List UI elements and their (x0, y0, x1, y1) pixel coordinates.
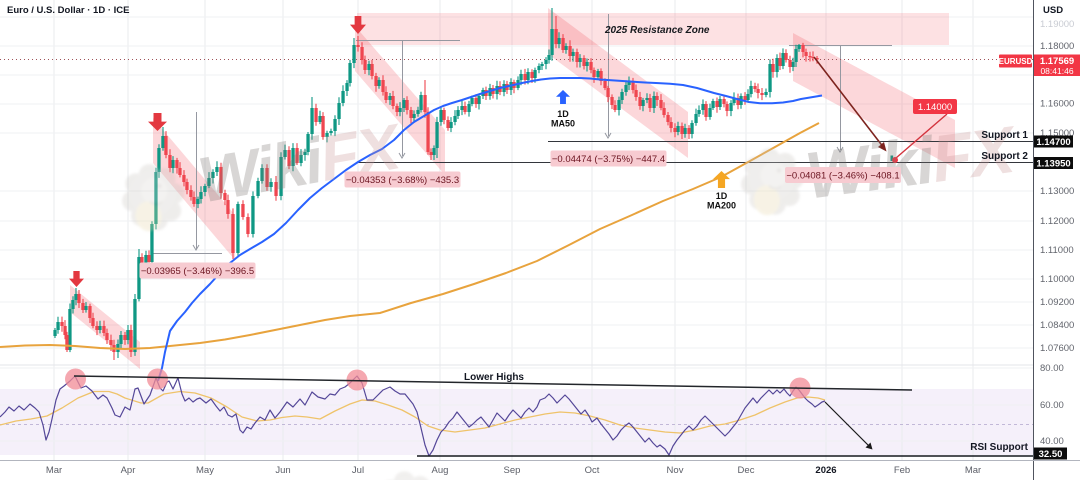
svg-text:1.09200: 1.09200 (1040, 297, 1074, 308)
svg-text:Oct: Oct (585, 465, 600, 476)
svg-text:1.08400: 1.08400 (1040, 320, 1074, 331)
svg-text:Mar: Mar (46, 465, 62, 476)
svg-text:USD: USD (1043, 5, 1063, 16)
svg-text:1D: 1D (557, 109, 569, 119)
svg-text:−0.03965 (−3.46%) −396.5: −0.03965 (−3.46%) −396.5 (141, 266, 254, 277)
svg-text:Jul: Jul (352, 465, 364, 476)
svg-text:Feb: Feb (894, 465, 910, 476)
svg-text:1.15000: 1.15000 (1040, 128, 1074, 139)
svg-text:1D: 1D (716, 191, 728, 201)
svg-text:Aug: Aug (432, 465, 449, 476)
svg-text:May: May (196, 465, 214, 476)
svg-text:Nov: Nov (667, 465, 684, 476)
svg-text:32.50: 32.50 (1039, 449, 1063, 460)
svg-text:Apr: Apr (121, 465, 136, 476)
svg-text:−0.04474 (−3.75%) −447.4: −0.04474 (−3.75%) −447.4 (552, 154, 665, 165)
svg-text:2025 Resistance Zone: 2025 Resistance Zone (604, 25, 710, 36)
svg-text:1.14000: 1.14000 (918, 102, 952, 113)
svg-text:1.16000: 1.16000 (1040, 99, 1074, 110)
svg-text:1.19000: 1.19000 (1040, 19, 1074, 30)
svg-text:80.00: 80.00 (1040, 363, 1064, 374)
svg-text:Support 1: Support 1 (981, 130, 1028, 141)
svg-text:60.00: 60.00 (1040, 400, 1064, 411)
svg-text:Euro / U.S. Dollar · 1D · ICE: Euro / U.S. Dollar · 1D · ICE (7, 5, 129, 16)
svg-text:Support 2: Support 2 (981, 151, 1028, 162)
svg-text:40.00: 40.00 (1040, 436, 1064, 447)
svg-text:RSI Support: RSI Support (970, 442, 1028, 453)
svg-text:1.10000: 1.10000 (1040, 274, 1074, 285)
svg-text:EURUSD: EURUSD (999, 57, 1033, 66)
svg-text:1.18000: 1.18000 (1040, 41, 1074, 52)
svg-text:Lower Highs: Lower Highs (464, 372, 524, 383)
svg-text:1.17569: 1.17569 (1040, 56, 1074, 67)
svg-text:1.11000: 1.11000 (1040, 245, 1074, 256)
svg-text:08:41:46: 08:41:46 (1040, 66, 1073, 76)
svg-text:Mar: Mar (965, 465, 981, 476)
svg-text:1.13000: 1.13000 (1040, 186, 1074, 197)
svg-text:1.14700: 1.14700 (1036, 137, 1070, 148)
svg-text:Jun: Jun (275, 465, 290, 476)
svg-text:MA200: MA200 (707, 201, 736, 211)
svg-text:1.07600: 1.07600 (1040, 343, 1074, 354)
svg-text:2026: 2026 (815, 465, 836, 476)
svg-text:1.13950: 1.13950 (1036, 159, 1070, 170)
svg-text:1.12000: 1.12000 (1040, 216, 1074, 227)
svg-text:Sep: Sep (504, 465, 521, 476)
svg-text:−0.04353 (−3.68%) −435.3: −0.04353 (−3.68%) −435.3 (346, 175, 459, 186)
svg-text:MA50: MA50 (551, 119, 575, 129)
svg-text:−0.04081 (−3.46%) −408.1: −0.04081 (−3.46%) −408.1 (786, 171, 899, 182)
svg-text:Dec: Dec (738, 465, 755, 476)
